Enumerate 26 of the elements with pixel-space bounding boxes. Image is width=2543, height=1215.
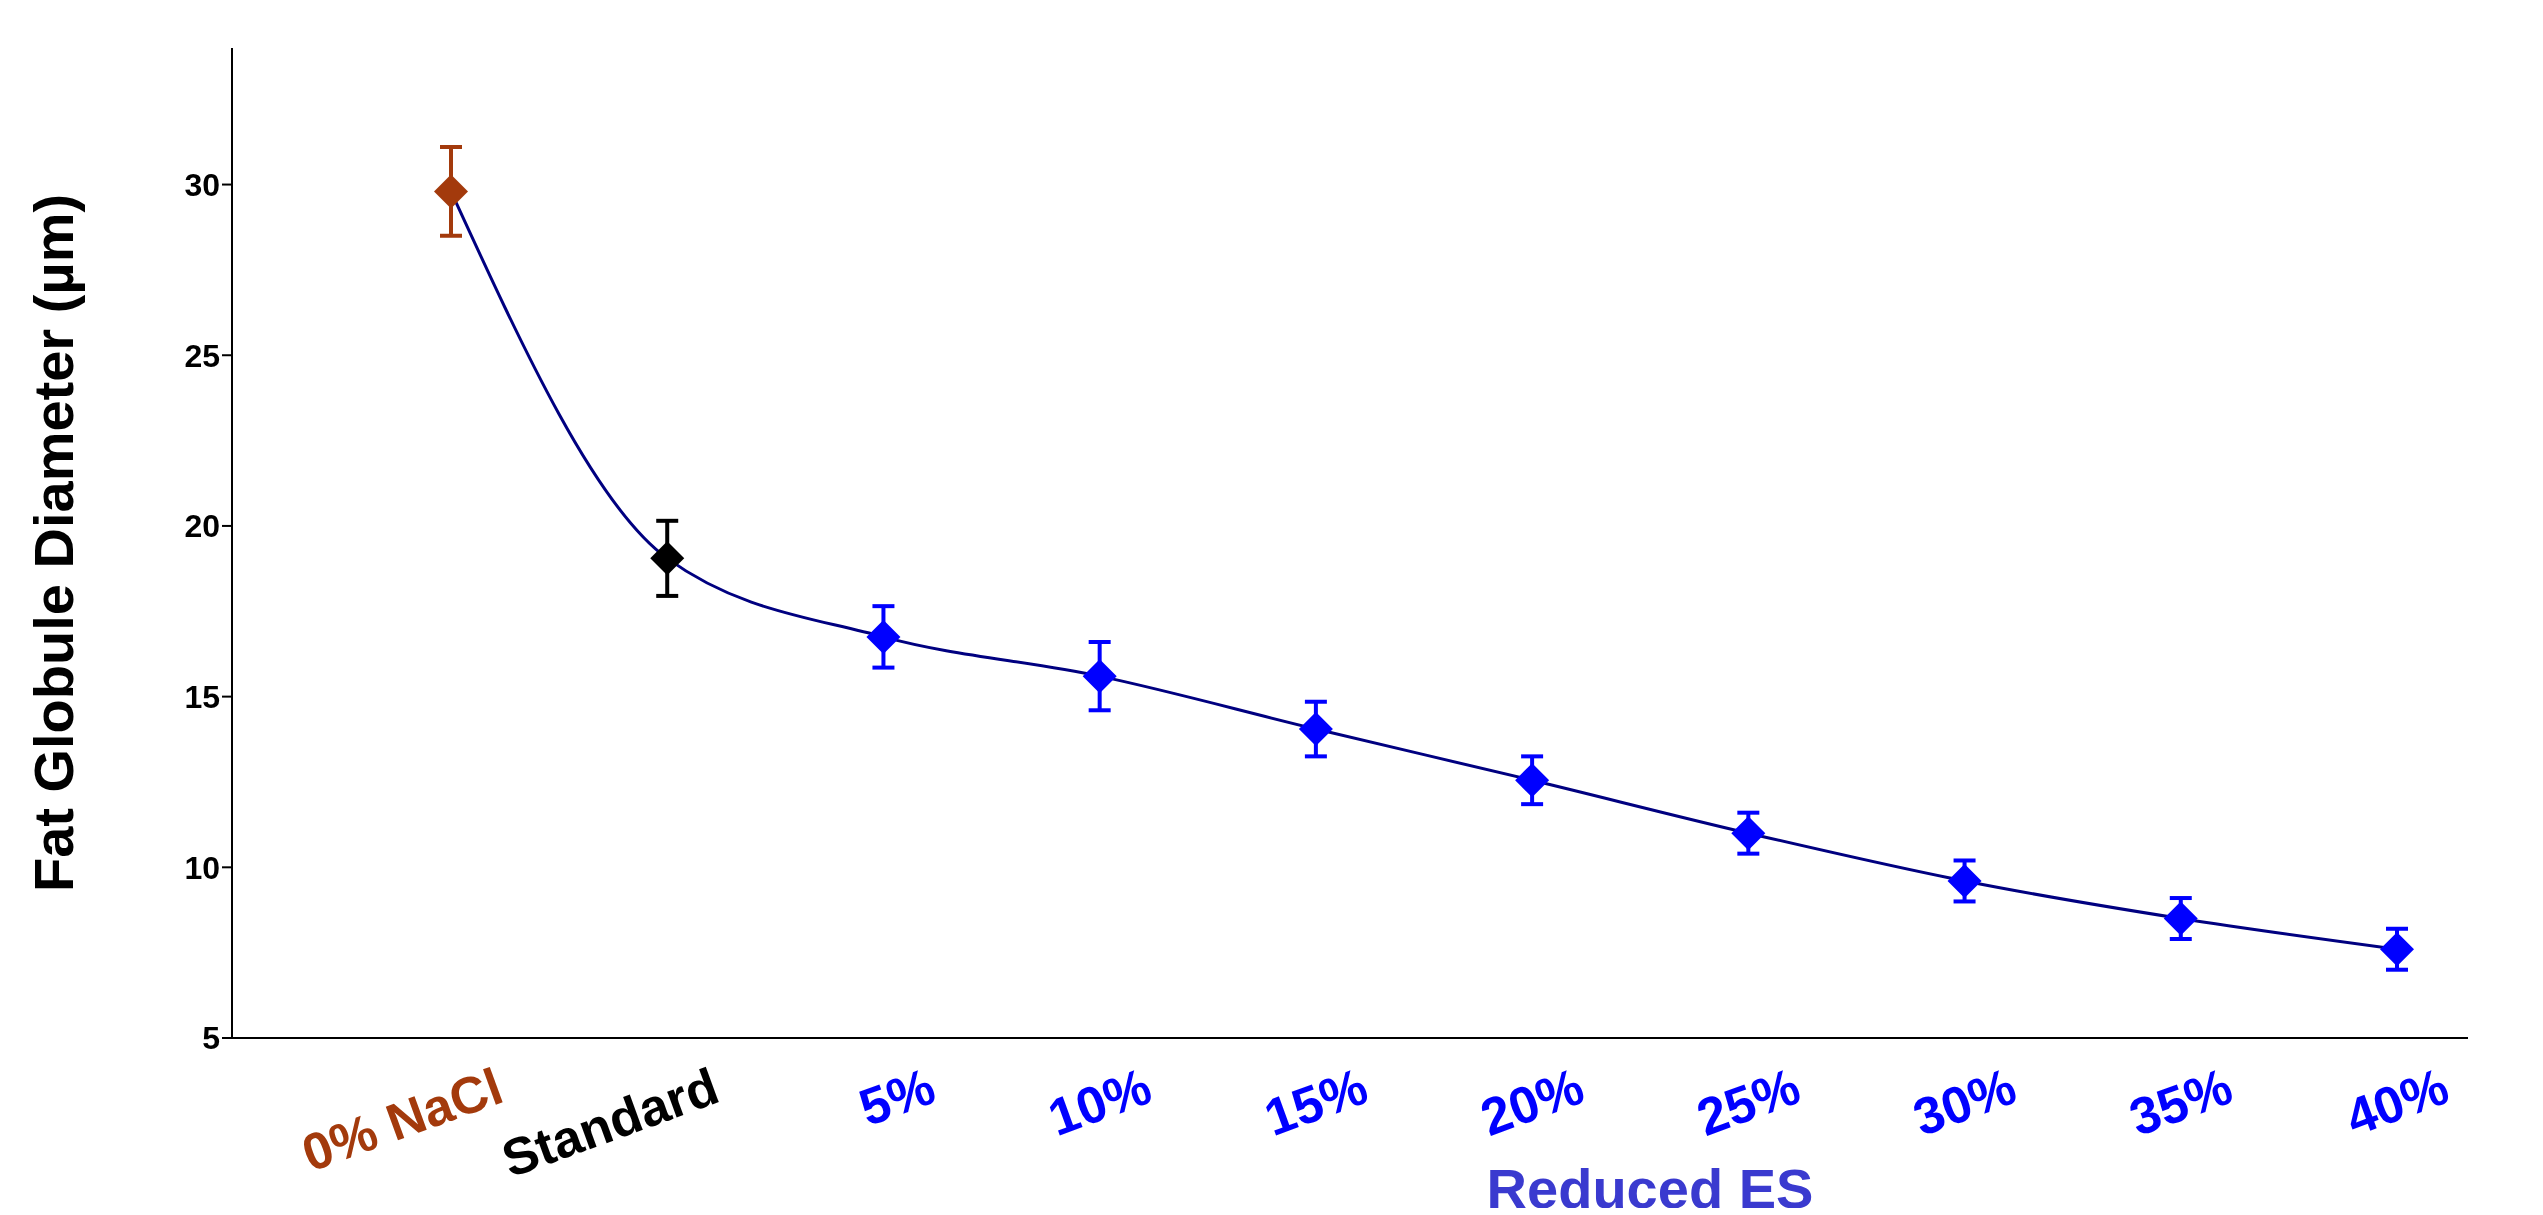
point [2163,901,2198,936]
point [2380,932,2414,967]
x-tick-label: 35% [2121,1056,2240,1147]
y-axis-title: Fat Globule Diameter (µm) [21,193,85,893]
point [1731,816,1766,851]
x-axis-title: Reduced ES [1486,1157,1814,1215]
x-tick-label: 30% [1905,1056,2024,1147]
point [1947,863,1982,898]
x-tick-label: 40% [2338,1056,2456,1147]
point [434,174,468,209]
x-tick-label: 15% [1257,1056,1375,1147]
y-tick-label: 30 [184,166,220,203]
x-tick-label: 10% [1040,1056,1159,1147]
y-tick-label: 10 [184,849,220,886]
x-tick-label: 25% [1689,1056,1808,1147]
point [650,541,685,576]
x-tick-label: 20% [1473,1056,1591,1147]
point [1298,712,1333,747]
point [1082,659,1117,694]
x-tick-label: 5% [851,1056,943,1138]
point [1515,763,1550,798]
y-tick-label: 20 [184,508,220,545]
point [866,619,901,654]
y-tick-label: 15 [184,678,220,715]
y-tick-label: 5 [202,1020,220,1057]
y-tick-label: 25 [184,337,220,374]
